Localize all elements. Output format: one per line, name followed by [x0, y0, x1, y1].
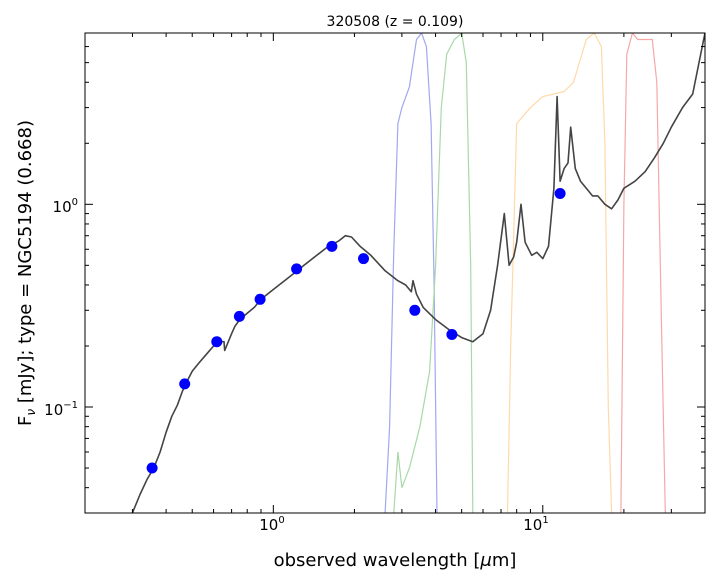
plot-background — [85, 33, 705, 513]
photometry-point-1 — [147, 463, 158, 474]
x-tick-label-10: 101 — [523, 515, 548, 534]
x-tick-label-1: 100 — [259, 515, 284, 534]
y-tick-label-0-1-exp: −1 — [63, 400, 78, 411]
y-axis-label: Fν [mJy]; type = NGC5194 (0.668) — [15, 120, 38, 426]
y-tick-label-1-base: 10 — [53, 198, 72, 216]
y-axis-label-rest: [mJy]; type = NGC5194 (0.668) — [15, 120, 36, 409]
x-tick-label-10-base: 10 — [523, 516, 542, 534]
photometry-point-5 — [255, 294, 266, 305]
photometry-point-6 — [291, 263, 302, 274]
x-axis-label-text: observed wavelength [ — [274, 550, 481, 571]
sed-chart: 320508 (z = 0.109) observed wavelength [… — [0, 0, 720, 587]
x-tick-label-1-exp: 0 — [278, 515, 284, 526]
chart-title: 320508 (z = 0.109) — [327, 14, 464, 30]
y-tick-label-1-exp: 0 — [72, 197, 78, 208]
y-axis-label-f: F — [15, 416, 36, 426]
photometry-point-4 — [234, 311, 245, 322]
x-tick-label-1-base: 10 — [259, 516, 278, 534]
photometry-point-10 — [446, 329, 457, 340]
photometry-point-3 — [211, 336, 222, 347]
photometry-point-7 — [326, 241, 337, 252]
y-tick-label-0-1: 10−1 — [44, 400, 78, 419]
photometry-point-9 — [409, 305, 420, 316]
x-axis-label-unit: m] — [492, 550, 517, 571]
x-axis-label: observed wavelength [μm] — [274, 550, 517, 571]
photometry-point-8 — [358, 253, 369, 264]
x-tick-label-10-exp: 1 — [542, 515, 548, 526]
y-tick-label-0-1-base: 10 — [44, 401, 63, 419]
photometry-point-11 — [555, 188, 566, 199]
y-tick-label-1: 100 — [53, 197, 78, 216]
x-axis-label-mu: μ — [479, 550, 491, 571]
photometry-point-2 — [179, 378, 190, 389]
